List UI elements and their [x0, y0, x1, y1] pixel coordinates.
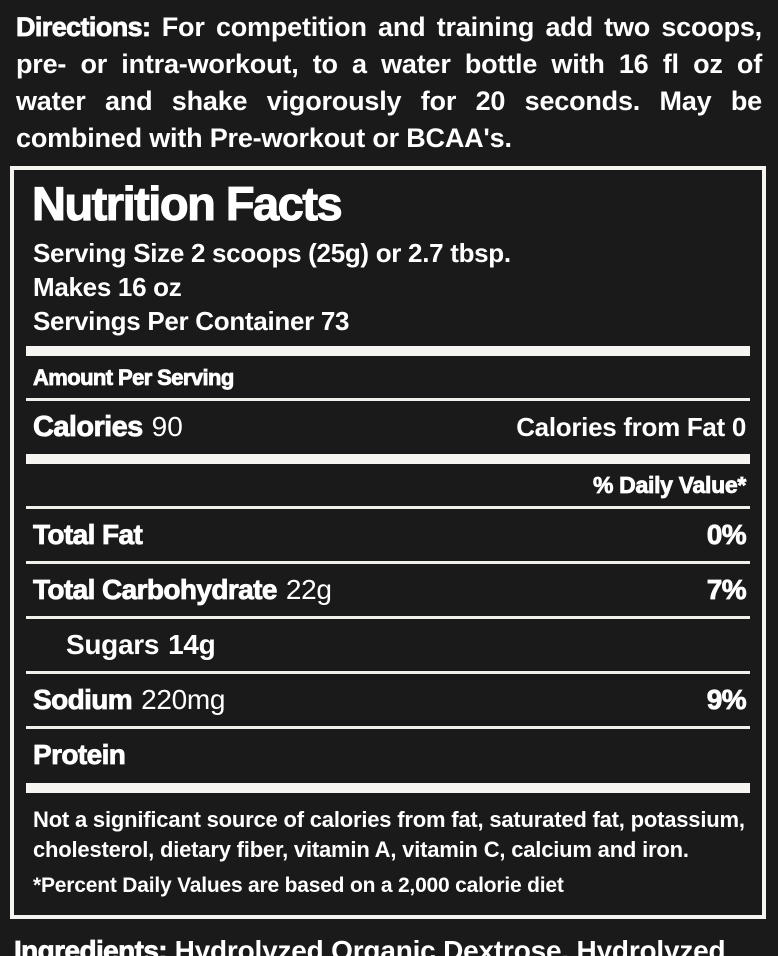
calories-row: Calories 90 Calories from Fat 0: [26, 401, 750, 454]
directions-label: Directions:: [16, 12, 152, 43]
separator-thick: [26, 783, 750, 793]
servings-per-container: Servings Per Container 73: [33, 306, 350, 336]
nutrient-name: Total Fat: [33, 519, 144, 551]
nutrition-facts-panel: Nutrition Facts Serving Size 2 scoops (2…: [10, 166, 766, 919]
separator-thin: [26, 506, 750, 509]
makes-volume: Makes 16 oz: [33, 272, 182, 302]
nutrient-row-sugars: Sugars 14g: [26, 619, 750, 671]
nutrient-daily-value: 9%: [706, 684, 747, 716]
calories-label: Calories: [33, 411, 144, 444]
separator-thin: [26, 616, 750, 619]
separator-thin: [26, 671, 750, 674]
daily-value-header: % Daily Value*: [592, 472, 747, 499]
footnote: Not a significant source of calories fro…: [33, 807, 745, 862]
nutrient-amount: 220mg: [141, 684, 226, 715]
nutrient-name: Sodium: [33, 684, 133, 716]
separator-thin: [26, 561, 750, 564]
directions-text: For competition and training add two sco…: [16, 12, 762, 153]
nutrient-row-protein: Protein: [26, 729, 750, 781]
ingredients-text: Hydrolyzed Organic Dextrose, Hydrolyzed …: [174, 935, 726, 956]
ingredients-paragraph: Ingredients: Hydrolyzed Organic Dextrose…: [0, 919, 778, 956]
nutrient-name: Protein: [33, 739, 127, 771]
calories-from-fat: Calories from Fat 0: [516, 412, 746, 442]
separator-thin: [26, 398, 750, 401]
nutrient-row-total-carbohydrate: Total Carbohydrate 22g 7%: [26, 564, 750, 616]
separator-thick: [26, 454, 750, 464]
serving-size: Serving Size 2 scoops (25g) or 2.7 tbsp.: [33, 238, 511, 268]
directions-paragraph: Directions: For competition and training…: [0, 0, 778, 157]
daily-value-note: *Percent Daily Values are based on a 2,0…: [33, 874, 564, 897]
nutrient-name: Sugars: [66, 629, 160, 660]
amount-per-serving-label: Amount Per Serving: [33, 365, 235, 391]
nutrient-amount: 22g: [285, 574, 332, 605]
nutrient-amount: 14g: [168, 629, 216, 660]
separator-thin: [26, 726, 750, 729]
ingredients-label: Ingredients:: [14, 935, 168, 956]
nutrient-row-total-fat: Total Fat 0%: [26, 509, 750, 561]
calories-value: 90: [151, 411, 183, 442]
nutrient-daily-value: 0%: [706, 519, 747, 551]
nutrient-row-sodium: Sodium 220mg 9%: [26, 674, 750, 726]
nutrition-facts-title: Nutrition Facts: [31, 176, 343, 230]
nutrient-name: Total Carbohydrate: [33, 574, 278, 606]
separator-thick: [26, 346, 750, 356]
nutrient-daily-value: 7%: [706, 574, 747, 606]
